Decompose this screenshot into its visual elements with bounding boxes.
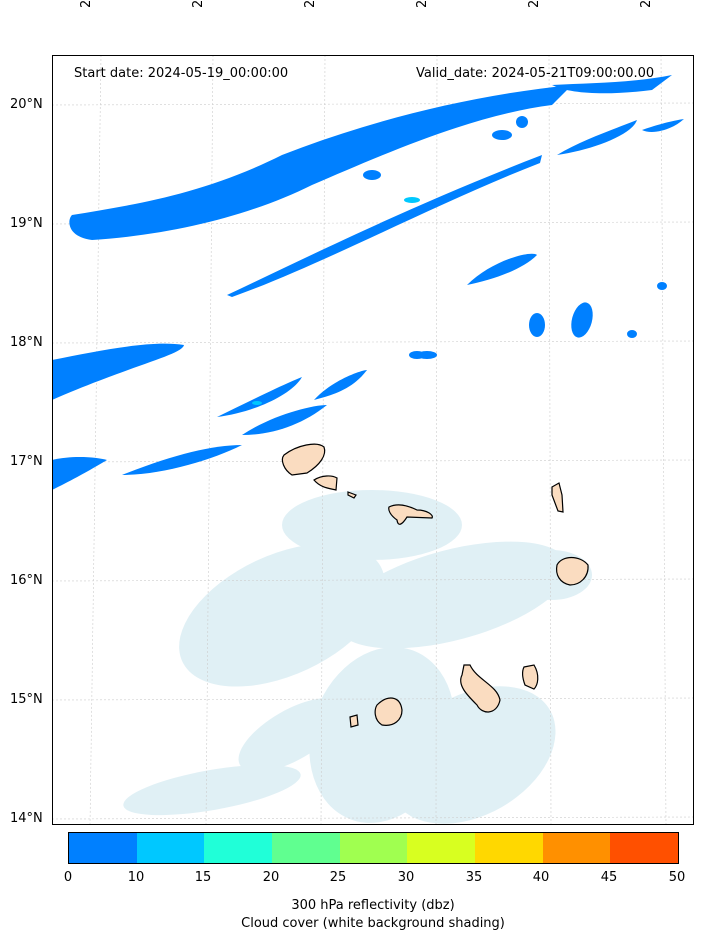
colorbar-segment [136, 833, 205, 863]
grid-lines [52, 55, 694, 825]
map-plot [52, 55, 694, 825]
colorbar-segment [204, 833, 273, 863]
reflectivity-10-15 [252, 197, 420, 405]
colorbar-tick: 10 [127, 870, 145, 885]
lat-label: 18°N [10, 335, 43, 350]
start-date: Start date: 2024-05-19_00:00:00 [74, 66, 289, 81]
lon-label: 27°W [79, 0, 94, 8]
colorbar-tick: 35 [465, 870, 483, 885]
map-frame [52, 55, 694, 825]
colorbar-segment [69, 833, 137, 863]
reflectivity-bands [52, 75, 684, 490]
colorbar-sublabel: Cloud cover (white background shading) [241, 916, 505, 931]
colorbar-tick: 20 [262, 870, 280, 885]
lon-label: 26°W [191, 0, 206, 8]
lat-label: 14°N [10, 811, 43, 826]
colorbar-tick: 0 [63, 870, 73, 885]
lon-label: 22°W [639, 0, 654, 8]
lon-label: 24°W [415, 0, 430, 8]
colorbar-segment [475, 833, 543, 863]
colorbar-tick: 15 [194, 870, 212, 885]
colorbar-tick: 45 [600, 870, 618, 885]
colorbar-tick: 40 [532, 870, 550, 885]
islands [281, 443, 589, 728]
lon-label: 23°W [527, 0, 542, 8]
colorbar [68, 832, 679, 864]
lat-label: 15°N [10, 692, 43, 707]
lat-label: 20°N [10, 97, 43, 112]
valid-date: Valid_date: 2024-05-21T09:00:00.00 [416, 66, 655, 81]
colorbar-segment [610, 833, 679, 863]
lat-label: 19°N [10, 216, 43, 231]
colorbar-tick: 25 [329, 870, 347, 885]
colorbar-label: 300 hPa reflectivity (dbz) [291, 898, 455, 913]
colorbar-segment [542, 833, 611, 863]
colorbar-segment [272, 833, 340, 863]
lon-label: 25°W [303, 0, 318, 8]
colorbar-segment [407, 833, 476, 863]
cloud-cover [123, 490, 592, 824]
lat-label: 17°N [10, 454, 43, 469]
colorbar-segment [339, 833, 408, 863]
colorbar-tick: 50 [668, 870, 686, 885]
lat-label: 16°N [10, 573, 43, 588]
colorbar-tick: 30 [397, 870, 415, 885]
